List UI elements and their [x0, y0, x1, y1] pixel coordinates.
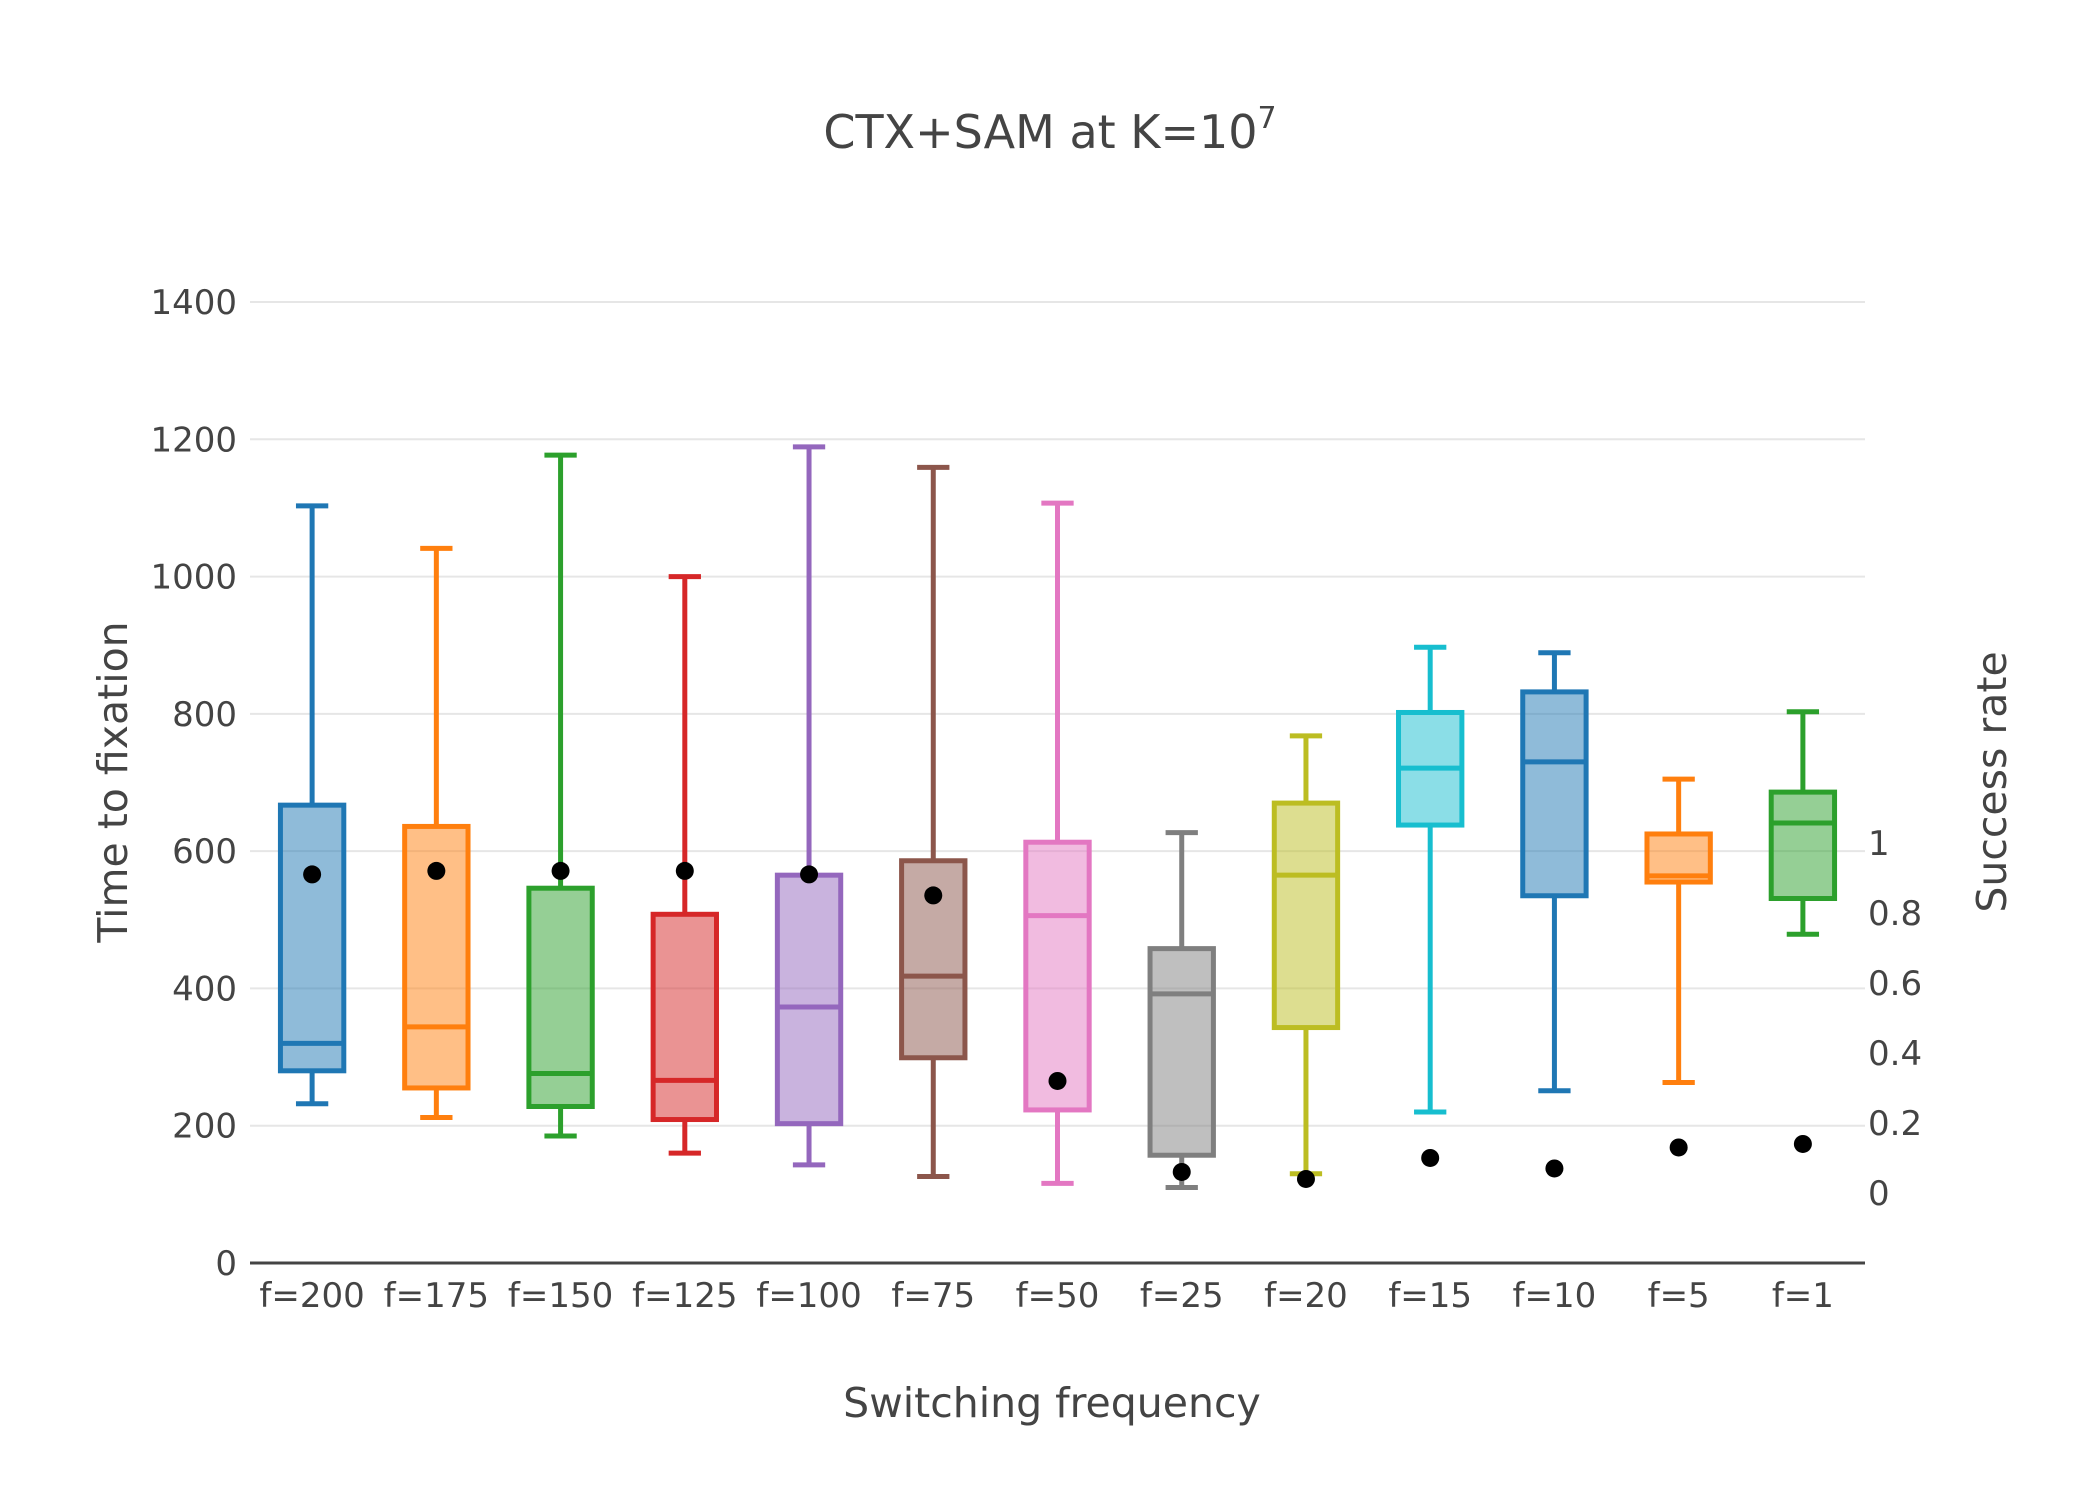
box-f=5 — [1644, 776, 1713, 1085]
y-tick-label-1200: 1200 — [150, 420, 237, 460]
y-axis-ticks: 0 200 400 600 800 1000 1200 1400 — [150, 283, 237, 1284]
boxes — [277, 444, 1838, 1190]
y-tick-label-600: 600 — [172, 832, 237, 872]
x-tick-label-f=15: f=15 — [1388, 1276, 1472, 1316]
box-f=200 — [277, 503, 347, 1107]
box-f=150 — [526, 452, 595, 1139]
y2-tick-label-0.4: 0.4 — [1868, 1034, 1922, 1074]
y-tick-label-200: 200 — [172, 1107, 237, 1147]
success-marker-f=75 — [924, 886, 943, 905]
box-f=25 — [1147, 830, 1216, 1190]
success-marker-f=100 — [800, 865, 819, 884]
x-tick-label-f=1: f=1 — [1772, 1276, 1834, 1316]
x-tick-label-f=25: f=25 — [1140, 1276, 1224, 1316]
success-marker-f=15 — [1421, 1148, 1440, 1167]
box-f=1 — [1768, 709, 1838, 937]
success-marker-f=5 — [1669, 1138, 1688, 1157]
success-marker-f=175 — [427, 861, 446, 880]
x-tick-label-f=100: f=100 — [756, 1276, 861, 1316]
y2-tick-label-1: 1 — [1868, 824, 1890, 864]
box-iqr — [774, 872, 844, 1127]
success-marker-f=150 — [551, 861, 570, 880]
x-tick-label-f=200: f=200 — [259, 1276, 364, 1316]
box-f=20 — [1271, 733, 1341, 1177]
y-tick-label-400: 400 — [172, 969, 237, 1009]
box-f=15 — [1396, 644, 1465, 1115]
y-axis-title: Time to fixation — [89, 621, 137, 943]
x-tick-label-f=10: f=10 — [1513, 1276, 1597, 1316]
success-marker-f=1 — [1793, 1134, 1812, 1153]
y-tick-label-0: 0 — [215, 1244, 237, 1284]
x-axis-ticks: f=200 f=175 f=150 f=125 f=100 f=75 f=50 f=25 f=2… — [259, 1276, 1833, 1316]
chart-title-main: CTX+SAM at K=10 — [823, 105, 1257, 159]
y-tick-label-1400: 1400 — [150, 283, 237, 323]
chart-title: CTX+SAM at K=107 — [823, 101, 1276, 159]
success-marker-f=25 — [1172, 1162, 1191, 1181]
success-rate-markers — [303, 861, 1812, 1188]
success-marker-f=50 — [1048, 1071, 1067, 1090]
x-tick-label-f=125: f=125 — [632, 1276, 737, 1316]
box-iqr — [1768, 789, 1838, 902]
x-tick-label-f=20: f=20 — [1264, 1276, 1348, 1316]
box-f=175 — [402, 545, 471, 1120]
box-f=125 — [650, 574, 719, 1156]
box-iqr — [1023, 839, 1092, 1113]
y-tick-label-1000: 1000 — [150, 558, 237, 598]
box-f=10 — [1520, 650, 1589, 1094]
success-marker-f=200 — [303, 865, 322, 884]
y2-axis-ticks: 0 0.2 0.4 0.6 0.8 1 — [1868, 824, 1922, 1214]
success-marker-f=20 — [1296, 1169, 1315, 1188]
x-tick-label-f=150: f=150 — [508, 1276, 613, 1316]
x-tick-label-f=5: f=5 — [1648, 1276, 1710, 1316]
box-f=100 — [774, 444, 844, 1168]
box-iqr — [526, 885, 595, 1109]
box-iqr — [1271, 800, 1341, 1031]
box-iqr — [650, 911, 719, 1123]
x-tick-label-f=75: f=75 — [891, 1276, 975, 1316]
box-f=50 — [1023, 500, 1092, 1186]
y2-tick-label-0.2: 0.2 — [1868, 1104, 1922, 1144]
box-iqr — [1147, 946, 1216, 1158]
x-axis-title: Switching frequency — [843, 1379, 1261, 1427]
success-marker-f=10 — [1545, 1159, 1564, 1178]
x-tick-label-f=50: f=50 — [1016, 1276, 1100, 1316]
y2-tick-label-0.8: 0.8 — [1868, 894, 1922, 934]
success-marker-f=125 — [675, 861, 694, 880]
box-iqr — [277, 802, 347, 1074]
x-tick-label-f=175: f=175 — [384, 1276, 489, 1316]
y2-axis-title: Success rate — [1968, 651, 2016, 912]
chart-title-superscript: 7 — [1258, 101, 1277, 136]
box-f=75 — [899, 464, 968, 1180]
y-tick-label-800: 800 — [172, 695, 237, 735]
box-iqr — [1520, 689, 1589, 899]
y2-tick-label-0.6: 0.6 — [1868, 964, 1922, 1004]
y2-tick-label-0: 0 — [1868, 1174, 1890, 1214]
